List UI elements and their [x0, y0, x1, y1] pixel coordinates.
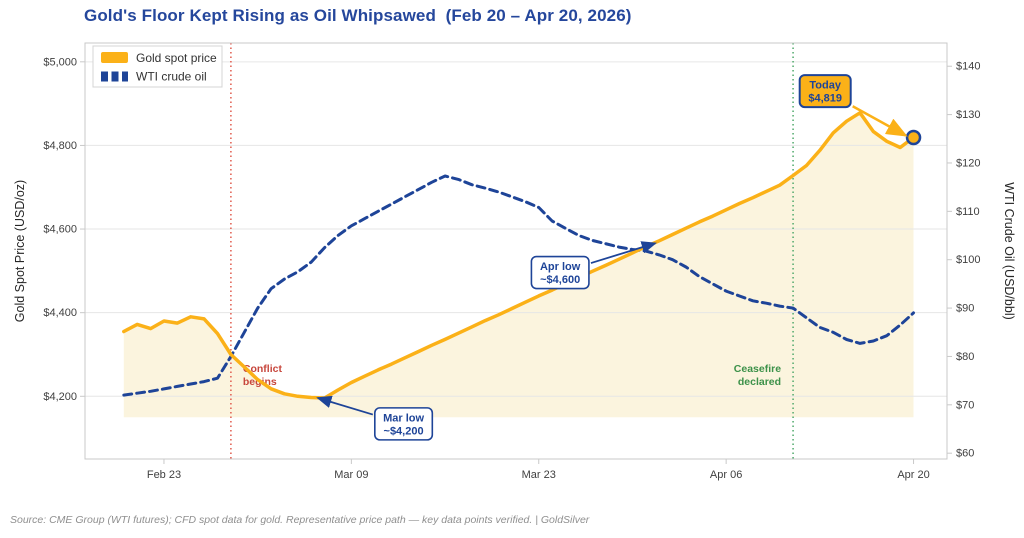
- right-tick-label: $70: [956, 399, 974, 411]
- right-tick-label: $100: [956, 254, 980, 266]
- right-tick-label: $130: [956, 109, 980, 121]
- event-label: declared: [738, 376, 781, 388]
- today-label: Today: [809, 80, 841, 92]
- x-tick-label: Feb 23: [147, 469, 181, 481]
- gold-fill-area: [123, 112, 914, 418]
- right-tick-label: $140: [956, 61, 980, 73]
- right-tick-label: $90: [956, 303, 974, 315]
- right-tick-label: $60: [956, 448, 974, 460]
- x-tick-label: Mar 09: [334, 469, 368, 481]
- gold-line: [122, 111, 916, 400]
- event-label: Ceasefire: [734, 363, 781, 375]
- mar-low-box: [374, 407, 434, 441]
- wti-line: [122, 174, 915, 397]
- today-marker: [905, 129, 922, 146]
- event-label: Conflict: [243, 363, 283, 375]
- right-tick-label: $110: [956, 206, 980, 218]
- left-tick-label: $4,600: [43, 224, 77, 236]
- right-tick-label: $120: [956, 157, 980, 169]
- legend-gold-label: Gold spot price: [136, 51, 217, 65]
- left-tick-label: $5,000: [43, 56, 77, 68]
- left-tick-label: $4,200: [43, 391, 77, 403]
- left-tick-label: $4,400: [43, 307, 77, 319]
- right-axis-title: WTI Crude Oil (USD/bbl): [1002, 182, 1016, 320]
- source-note: Source: CME Group (WTI futures); CFD spo…: [10, 514, 590, 526]
- plot-border: [84, 42, 948, 460]
- left-tick-label: $4,800: [43, 140, 77, 152]
- legend-gold-swatch: [101, 52, 128, 63]
- mar-low-arrow: [316, 395, 374, 416]
- mar-low-label: Mar low: [383, 412, 424, 424]
- legend-wti-label: WTI crude oil: [136, 70, 207, 84]
- today-arrow: [852, 105, 908, 137]
- mar-low-label: ~$4,200: [384, 425, 424, 437]
- page-title: Gold's Floor Kept Rising as Oil Whipsawe…: [84, 6, 632, 25]
- left-axis-title: Gold Spot Price (USD/oz): [13, 180, 27, 322]
- apr-low-box: [530, 255, 590, 290]
- x-tick-label: Mar 23: [522, 469, 556, 481]
- x-tick-label: Apr 06: [710, 469, 742, 481]
- apr-low-arrow: [590, 241, 657, 264]
- today-box: [798, 74, 852, 109]
- today-label: $4,819: [808, 93, 842, 105]
- apr-low-label: ~$4,600: [540, 274, 580, 286]
- apr-low-label: Apr low: [540, 261, 581, 273]
- x-tick-label: Apr 20: [897, 469, 929, 481]
- right-tick-label: $80: [956, 351, 974, 363]
